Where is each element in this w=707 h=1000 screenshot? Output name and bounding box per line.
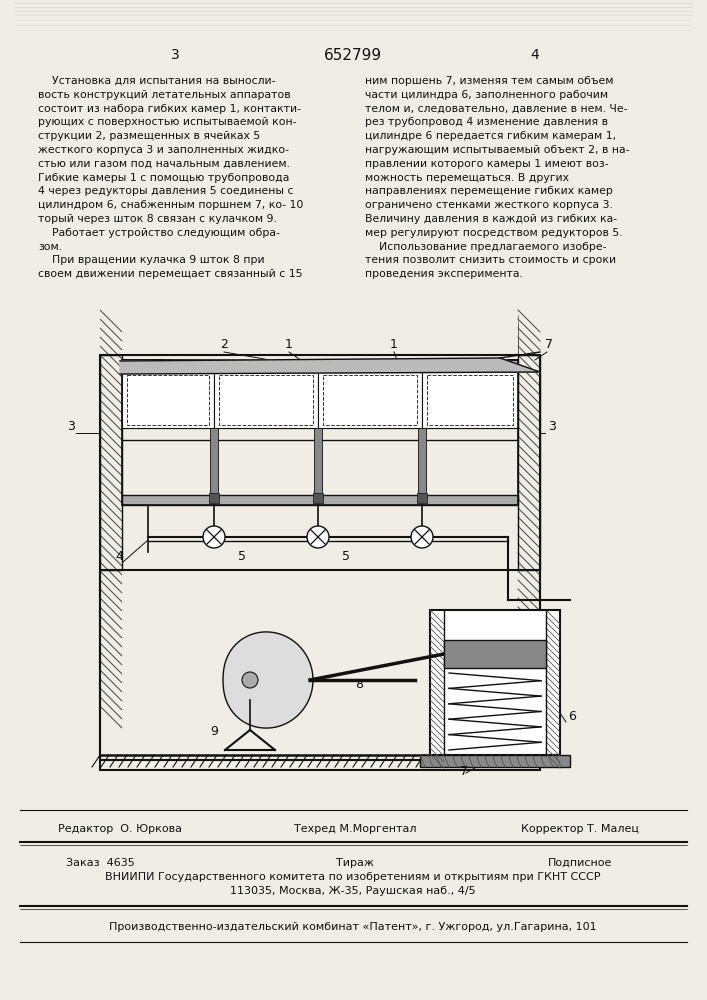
Text: струкции 2, размещенных в ячейках 5: струкции 2, размещенных в ячейках 5 [38,131,260,141]
Text: ВНИИПИ Государственного комитета по изобретениям и открытиям при ГКНТ СССР: ВНИИПИ Государственного комитета по изоб… [105,872,601,882]
Bar [209,493,219,503]
Text: Редактор  О. Юркова: Редактор О. Юркова [58,824,182,834]
Text: Тираж: Тираж [336,858,374,868]
Bar [313,493,323,503]
Bar [100,570,540,760]
Text: Гибкие камеры 1 с помощью трубопровода: Гибкие камеры 1 с помощью трубопровода [38,173,289,183]
Polygon shape [223,632,313,728]
Bar [219,375,313,425]
Text: 5: 5 [342,550,350,563]
Circle shape [307,526,329,548]
Bar [214,372,318,428]
Text: можность перемещаться. В других: можность перемещаться. В других [365,173,569,183]
Text: состоит из набора гибких камер 1, контакти-: состоит из набора гибких камер 1, контак… [38,104,301,114]
Text: Использование предлагаемого изобре-: Использование предлагаемого изобре- [365,242,607,252]
Bar [100,355,540,770]
Bar [318,372,422,428]
Text: 3: 3 [170,48,180,62]
Bar [417,493,427,503]
Bar [427,375,513,425]
Text: своем движении перемещает связанный с 15: своем движении перемещает связанный с 15 [38,269,303,279]
Bar [122,372,214,428]
Circle shape [411,526,433,548]
Text: правлении которого камеры 1 имеют воз-: правлении которого камеры 1 имеют воз- [365,159,609,169]
Text: 4: 4 [115,550,123,563]
Text: 113035, Москва, Ж-35, Раушская наб., 4/5: 113035, Москва, Ж-35, Раушская наб., 4/5 [230,886,476,896]
Bar [100,355,122,570]
Text: 2: 2 [220,338,228,351]
Text: жесткого корпуса 3 и заполненных жидко-: жесткого корпуса 3 и заполненных жидко- [38,145,289,155]
Bar [127,375,209,425]
Text: Работает устройство следующим обра-: Работает устройство следующим обра- [38,228,280,238]
Text: тения позволит снизить стоимость и сроки: тения позволит снизить стоимость и сроки [365,255,616,265]
Text: Величину давления в каждой из гибких ка-: Величину давления в каждой из гибких ка- [365,214,617,224]
Text: направлениях перемещение гибких камер: направлениях перемещение гибких камер [365,186,613,196]
Text: телом и, следовательно, давление в нем. Че-: телом и, следовательно, давление в нем. … [365,104,628,114]
Text: рующих с поверхностью испытываемой кон-: рующих с поверхностью испытываемой кон- [38,117,296,127]
Text: вость конструкций летательных аппаратов: вость конструкций летательных аппаратов [38,90,291,100]
Text: нагружающим испытываемый объект 2, в на-: нагружающим испытываемый объект 2, в на- [365,145,629,155]
Bar [420,755,570,767]
Bar [210,428,218,505]
Text: 8: 8 [355,678,363,691]
Text: 652799: 652799 [324,47,382,62]
Text: проведения эксперимента.: проведения эксперимента. [365,269,523,279]
Bar [122,360,518,372]
Text: цилиндром 6, снабженным поршнем 7, ко- 10: цилиндром 6, снабженным поршнем 7, ко- 1… [38,200,303,210]
Text: мер регулируют посредством редукторов 5.: мер регулируют посредством редукторов 5. [365,228,623,238]
Text: 9: 9 [210,725,218,738]
Text: Установка для испытания на выносли-: Установка для испытания на выносли- [38,76,276,86]
Text: 3: 3 [548,420,556,433]
Text: 5: 5 [238,550,246,563]
Circle shape [242,672,258,688]
Bar [422,372,518,428]
Text: ним поршень 7, изменяя тем самым объем: ним поршень 7, изменяя тем самым объем [365,76,614,86]
Text: ограничено стенками жесткого корпуса 3.: ограничено стенками жесткого корпуса 3. [365,200,613,210]
Text: Производственно-издательский комбинат «Патент», г. Ужгород, ул.Гагарина, 101: Производственно-издательский комбинат «П… [109,922,597,932]
Text: Заказ  4635: Заказ 4635 [66,858,134,868]
Text: рез трубопровод 4 изменение давления в: рез трубопровод 4 изменение давления в [365,117,608,127]
Text: При вращении кулачка 9 шток 8 при: При вращении кулачка 9 шток 8 при [38,255,264,265]
Bar [518,355,540,570]
Text: зом.: зом. [38,242,62,252]
Text: 3: 3 [67,420,75,433]
Bar [314,428,322,505]
Bar [323,375,417,425]
Polygon shape [120,358,540,374]
Text: 7: 7 [460,765,468,778]
Bar [418,428,426,505]
Circle shape [203,526,225,548]
Text: цилиндре 6 передается гибким камерам 1,: цилиндре 6 передается гибким камерам 1, [365,131,616,141]
Text: Корректор Т. Малец: Корректор Т. Малец [521,824,639,834]
Text: 6: 6 [568,710,576,723]
Text: 7: 7 [545,338,553,351]
Bar [444,640,546,668]
Text: Техред М.Моргентал: Техред М.Моргентал [293,824,416,834]
Bar [430,610,560,755]
Text: Подписное: Подписное [548,858,612,868]
Text: стью или газом под начальным давлением.: стью или газом под начальным давлением. [38,159,290,169]
Text: 4: 4 [531,48,539,62]
Bar [122,360,518,505]
Text: 4 через редукторы давления 5 соединены с: 4 через редукторы давления 5 соединены с [38,186,293,196]
Text: 1: 1 [285,338,293,351]
Bar [122,495,518,505]
Text: части цилиндра 6, заполненного рабочим: части цилиндра 6, заполненного рабочим [365,90,608,100]
Text: 1: 1 [390,338,398,351]
Text: торый через шток 8 связан с кулачком 9.: торый через шток 8 связан с кулачком 9. [38,214,277,224]
